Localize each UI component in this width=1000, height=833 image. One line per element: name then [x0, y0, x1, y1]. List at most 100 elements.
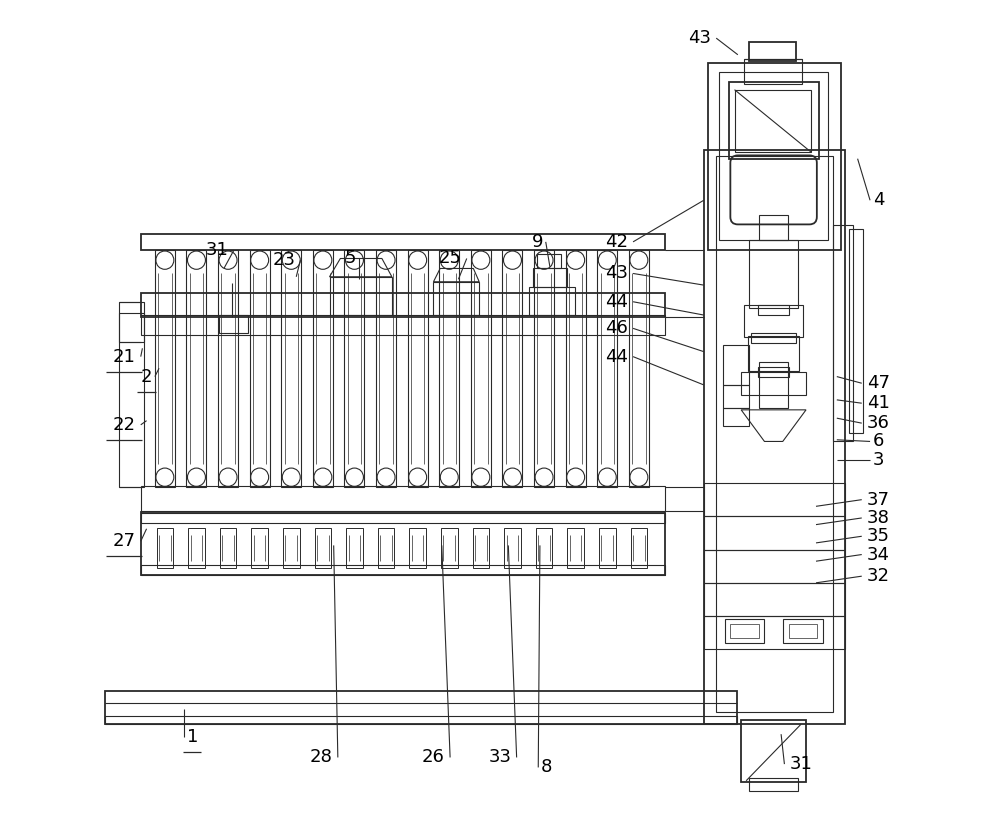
Text: 6: 6: [873, 432, 884, 451]
Text: 2: 2: [141, 367, 152, 386]
Bar: [313, 250, 333, 487]
Bar: [749, 240, 798, 308]
Bar: [504, 528, 521, 568]
Bar: [833, 225, 853, 441]
Bar: [537, 253, 561, 268]
Bar: [735, 90, 811, 152]
Bar: [730, 625, 759, 638]
Bar: [119, 312, 144, 487]
Text: 34: 34: [867, 546, 890, 564]
Bar: [566, 250, 586, 487]
Text: 46: 46: [605, 319, 628, 337]
Bar: [283, 528, 300, 568]
Text: 41: 41: [867, 394, 890, 412]
Text: 38: 38: [867, 509, 890, 527]
Bar: [729, 82, 819, 159]
Text: 44: 44: [605, 347, 628, 366]
Bar: [849, 229, 863, 433]
Text: 47: 47: [867, 374, 890, 392]
Bar: [723, 345, 749, 385]
Bar: [741, 720, 806, 782]
Bar: [748, 336, 799, 371]
Bar: [759, 362, 788, 408]
Text: 5: 5: [345, 250, 356, 267]
Bar: [789, 625, 817, 638]
Bar: [759, 215, 788, 240]
Bar: [105, 716, 737, 724]
Bar: [376, 250, 396, 487]
Bar: [218, 250, 238, 487]
Bar: [751, 333, 796, 343]
Bar: [599, 528, 616, 568]
Bar: [716, 157, 833, 711]
Text: 31: 31: [206, 242, 229, 259]
Bar: [439, 250, 459, 487]
Text: 42: 42: [605, 233, 628, 251]
Bar: [141, 233, 665, 250]
Bar: [783, 620, 823, 643]
Bar: [186, 250, 206, 487]
Text: 44: 44: [605, 292, 628, 311]
Text: 1: 1: [187, 728, 198, 746]
Text: 33: 33: [488, 749, 512, 766]
Bar: [758, 367, 789, 377]
Bar: [704, 151, 845, 724]
Bar: [741, 372, 806, 395]
Bar: [157, 528, 173, 568]
Bar: [758, 305, 789, 315]
Bar: [533, 268, 567, 287]
Bar: [536, 528, 552, 568]
Bar: [344, 250, 364, 487]
Bar: [704, 516, 845, 550]
Bar: [719, 72, 828, 240]
Bar: [567, 528, 584, 568]
Bar: [597, 250, 617, 487]
Bar: [219, 315, 248, 333]
Bar: [155, 250, 175, 487]
Text: 32: 32: [867, 567, 890, 585]
Bar: [534, 250, 554, 487]
Bar: [346, 528, 363, 568]
Text: 23: 23: [272, 252, 295, 269]
Text: 37: 37: [867, 491, 890, 509]
Text: 36: 36: [867, 414, 890, 432]
Text: 31: 31: [790, 755, 812, 773]
Bar: [704, 483, 845, 516]
Bar: [330, 277, 392, 315]
Bar: [744, 305, 803, 337]
Bar: [529, 287, 575, 315]
Text: 28: 28: [310, 749, 333, 766]
Bar: [409, 528, 426, 568]
Bar: [141, 486, 665, 511]
Bar: [744, 59, 802, 84]
Bar: [141, 565, 665, 575]
Text: 9: 9: [532, 233, 543, 251]
Bar: [629, 250, 649, 487]
Bar: [723, 385, 749, 408]
Text: 25: 25: [439, 250, 462, 267]
Text: 4: 4: [873, 192, 884, 209]
Bar: [433, 282, 479, 315]
Bar: [749, 42, 796, 61]
Bar: [119, 302, 144, 342]
Bar: [471, 250, 491, 487]
Text: 3: 3: [873, 451, 884, 469]
Bar: [704, 550, 845, 583]
Bar: [251, 528, 268, 568]
Bar: [315, 528, 331, 568]
Bar: [631, 528, 647, 568]
Bar: [704, 583, 845, 616]
Text: 8: 8: [541, 758, 552, 776]
Bar: [725, 620, 764, 643]
Text: 35: 35: [867, 527, 890, 546]
Bar: [441, 528, 458, 568]
Text: 27: 27: [113, 532, 136, 551]
Bar: [141, 512, 665, 575]
Text: 43: 43: [605, 264, 628, 282]
Bar: [704, 616, 845, 650]
Bar: [141, 315, 665, 335]
Bar: [105, 691, 737, 724]
Bar: [749, 778, 798, 791]
Text: 43: 43: [688, 29, 711, 47]
Bar: [378, 528, 394, 568]
